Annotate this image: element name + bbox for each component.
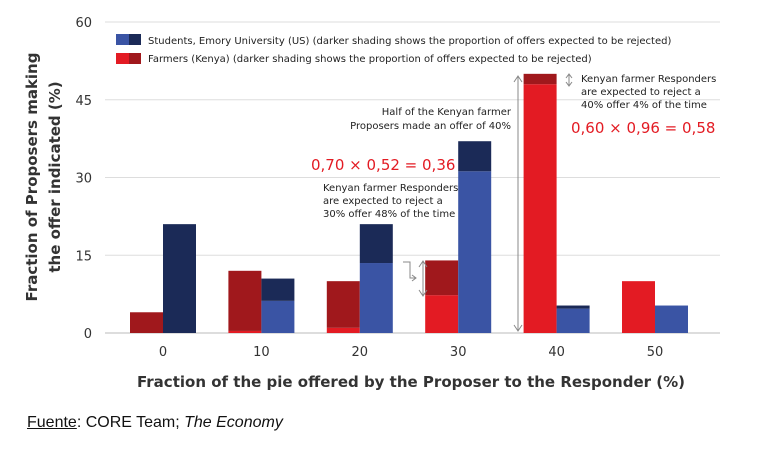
bar-kenya-20-rejected (326, 281, 360, 328)
y-tick-45: 45 (75, 94, 92, 109)
y-axis-title-line2: the offer indicated (%) (46, 81, 64, 272)
y-tick-15: 15 (75, 249, 92, 264)
ultimatum-offers-chart: 0 15 30 45 60 0 10 20 30 40 50 Fraction of the pi… (23, 16, 720, 391)
bar-emory-20-rejected (359, 224, 393, 264)
x-tick-0: 0 (159, 345, 167, 360)
legend-label-kenya: Farmers (Kenya) (darker shading shows th… (148, 54, 592, 65)
arrow-reject-30 (403, 260, 428, 297)
annotation-half-line2: Proposers made an offer of 40% (350, 121, 511, 132)
bar-kenya-50-accepted (622, 281, 655, 333)
bar-kenya-20-accepted (326, 327, 360, 333)
annotation-reject40-line2: are expected to reject a (581, 87, 701, 98)
x-tick-40: 40 (548, 345, 565, 360)
annotation-reject30-line1: Kenyan farmer Responders (323, 183, 458, 194)
bar-emory-40-accepted (556, 308, 590, 333)
bar-kenya-30-rejected (425, 260, 459, 296)
bar-kenya-40-accepted (523, 84, 557, 333)
source-label: Fuente (27, 414, 77, 431)
bar-emory-30-accepted (458, 171, 492, 333)
legend-label-emory: Students, Emory University (US) (darker … (148, 36, 671, 47)
legend-swatch-emory (116, 34, 141, 45)
y-axis-title-line1: Fraction of Proposers making (23, 53, 41, 302)
x-tick-20: 20 (352, 345, 369, 360)
x-axis-title: Fraction of the pie offered by the Propo… (137, 373, 685, 391)
bar-emory-40-rejected (556, 305, 590, 309)
x-tick-30: 30 (450, 345, 467, 360)
annotation-reject40-line3: 40% offer 4% of the time (581, 100, 707, 111)
bar-kenya-10-accepted (228, 330, 262, 333)
bar-kenya-10-rejected (228, 270, 262, 331)
x-tick-10: 10 (253, 345, 270, 360)
y-tick-30: 30 (75, 172, 92, 187)
annotation-reject30-line2: are expected to reject a (323, 196, 443, 207)
source-separator: : (76, 414, 86, 431)
y-tick-labels: 0 15 30 45 60 (75, 16, 92, 342)
annotation-reject40-line1: Kenyan farmer Responders (581, 74, 716, 85)
x-tick-50: 50 (647, 345, 664, 360)
bar-kenya-0-rejected (130, 312, 163, 333)
legend: Students, Emory University (US) (darker … (116, 34, 671, 65)
legend-swatch-kenya (116, 53, 141, 64)
y-tick-60: 60 (75, 16, 92, 31)
formula-30-percent: 0,70 × 0,52 = 0,36 (311, 156, 455, 174)
bar-emory-10-rejected (261, 278, 295, 301)
bar-emory-10-accepted (261, 300, 295, 333)
bars (130, 73, 688, 333)
bar-emory-30-rejected (458, 141, 492, 172)
grid-lines (105, 21, 720, 334)
formula-40-percent: 0,60 × 0,96 = 0,58 (571, 119, 715, 137)
y-tick-0: 0 (84, 327, 92, 342)
annotation-half-line1: Half of the Kenyan farmer (382, 107, 512, 118)
bar-kenya-30-accepted (425, 295, 459, 333)
bar-kenya-40-rejected (523, 73, 557, 85)
arrow-reject-40 (565, 73, 573, 87)
bar-emory-50-accepted (655, 305, 688, 333)
source-org: CORE Team; (85, 414, 185, 431)
bar-emory-0-rejected (163, 224, 196, 333)
source-citation: Fuente: CORE Team; The Economy (27, 414, 283, 432)
arrow-half-of-farmers (513, 75, 523, 332)
source-work: The Economy (184, 414, 283, 431)
x-tick-labels: 0 10 20 30 40 50 (159, 345, 663, 360)
bar-emory-20-accepted (359, 263, 393, 333)
annotation-reject30-line3: 30% offer 48% of the time (323, 209, 455, 220)
